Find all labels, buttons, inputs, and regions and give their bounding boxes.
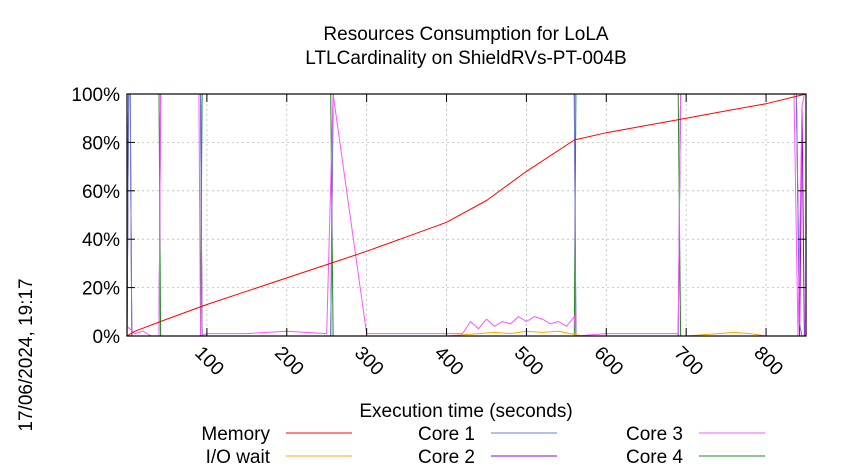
y-axis: 0% 20% 40% 60% 80% 100%: [71, 85, 806, 348]
series-line-core4: [126, 93, 800, 337]
series-line-core2: [126, 93, 805, 337]
series-line-memory: [126, 93, 807, 337]
legend-label-core2: Core 2: [418, 447, 475, 468]
x-axis: 100 200 300 400 500 600 700 800: [190, 94, 787, 380]
y-tick-label: 40%: [82, 230, 120, 251]
legend-label-core3: Core 3: [626, 424, 683, 445]
x-tick-label: 200: [270, 343, 307, 380]
y-tick-label: 80%: [82, 133, 120, 154]
y-tick-label: 60%: [82, 182, 120, 203]
timestamp-label: 17/06/2024, 19:17: [16, 278, 37, 431]
x-tick-label: 600: [590, 343, 627, 380]
legend-label-core1: Core 1: [418, 424, 475, 445]
x-tick-label: 100: [190, 343, 227, 380]
plot-frame: [126, 93, 807, 337]
x-axis-label: Execution time (seconds): [359, 401, 572, 422]
y-tick-label: 100%: [71, 85, 120, 106]
series-line-core3: [126, 93, 805, 337]
x-tick-label: 700: [670, 343, 707, 380]
legend-label-core4: Core 4: [626, 447, 683, 468]
y-tick-label: 0%: [93, 327, 121, 348]
chart-title: Resources Consumption for LoLA: [323, 24, 608, 45]
y-tick-label: 20%: [82, 279, 120, 300]
x-tick-label: 300: [350, 343, 387, 380]
legend-label-io-wait: I/O wait: [206, 447, 271, 468]
x-tick-label: 800: [750, 343, 787, 380]
grid-layer: [127, 94, 806, 336]
x-tick-label: 500: [510, 343, 547, 380]
series-layer: [126, 93, 807, 337]
legend-label-memory: Memory: [201, 424, 270, 445]
x-tick-label: 400: [430, 343, 467, 380]
chart-subtitle: LTLCardinality on ShieldRVs-PT-004B: [305, 48, 626, 69]
series-line-core1: [126, 93, 805, 337]
